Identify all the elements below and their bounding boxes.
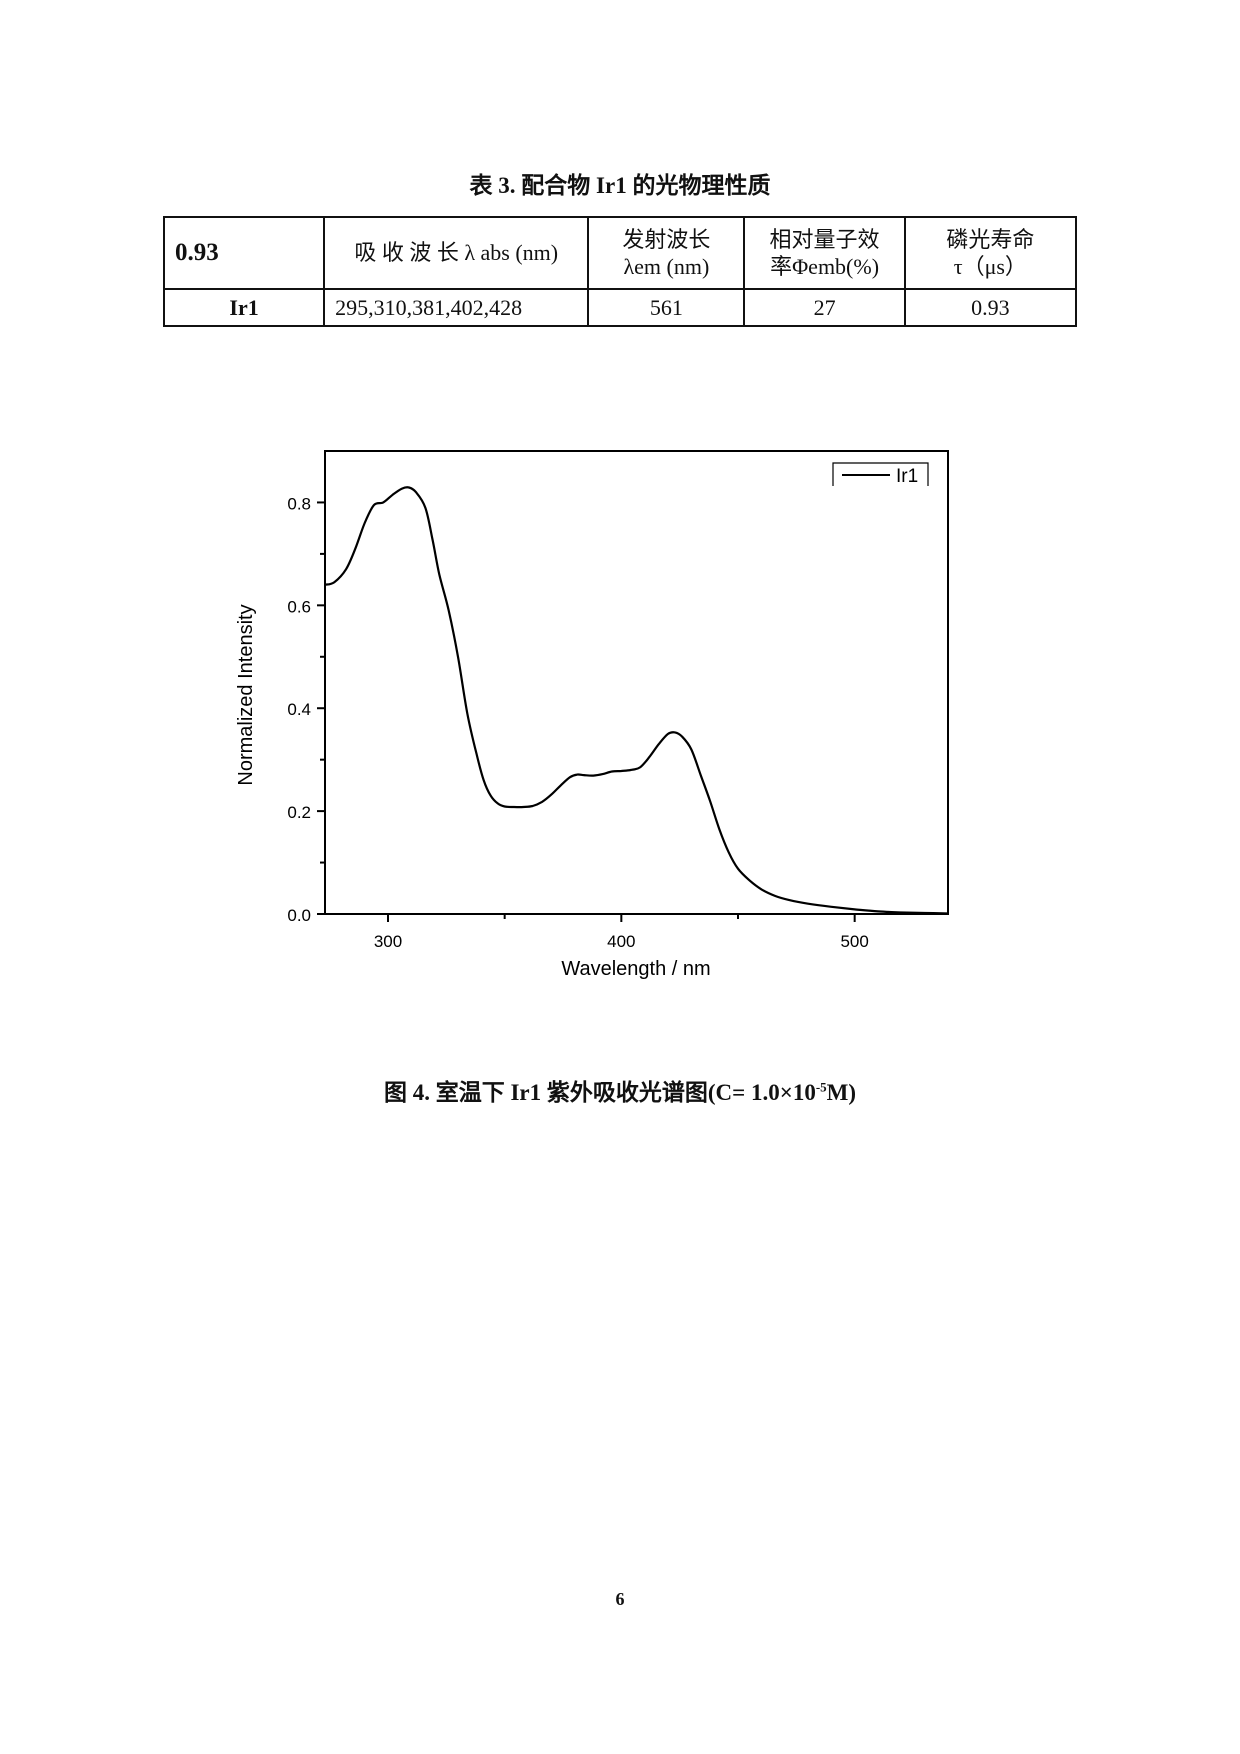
page-number: 6 [615, 1589, 625, 1609]
legend: Ir1 [832, 462, 929, 487]
table-cell-compound: Ir1 [162, 288, 326, 327]
caption-exponent: -5 [815, 1079, 827, 1095]
header-text: 磷光寿命 [946, 226, 1035, 252]
table-header-row: 0.93 吸 收 波 长 λ abs (nm) 发射波长 λem (nm) 相对量… [162, 216, 1078, 290]
table-row: Ir1 295,310,381,402,428 561 27 0.93 [162, 288, 1078, 327]
x-axis-label: Wavelength / nm [561, 958, 710, 980]
header-text: 0.93 [175, 239, 219, 267]
table-cell-absorption: 295,310,381,402,428 [323, 288, 590, 327]
ir1-absorption-curve [324, 486, 949, 915]
header-cell-emission: 发射波长 λem (nm) [587, 216, 746, 290]
table-title: 表 3. 配合物 Ir1 的光物理性质 [469, 173, 771, 198]
header-text: 相对量子效 [769, 226, 880, 252]
header-subtext: λem (nm) [623, 254, 710, 279]
header-cell-quantum-yield: 相对量子效 率Φemb(%) [743, 216, 906, 290]
caption-end: M) [826, 1080, 857, 1105]
header-subtext: τ（μs） [953, 254, 1027, 279]
header-text: 发射波长 [622, 226, 711, 252]
legend-label: Ir1 [896, 466, 918, 487]
photophysical-properties-table: 0.93 吸 收 波 长 λ abs (nm) 发射波长 λem (nm) 相对量… [162, 216, 1078, 327]
plot-frame [324, 450, 949, 915]
x-tick-label: 500 [840, 932, 868, 951]
x-axis-ticks: 300 400 500 [374, 914, 869, 951]
y-tick-label: 0.0 [287, 906, 311, 925]
x-tick-label: 300 [374, 932, 402, 951]
header-subtext: 率Φemb(%) [770, 254, 880, 279]
y-tick-label: 0.4 [287, 700, 311, 719]
table-cell-lifetime: 0.93 [903, 288, 1078, 327]
header-text: 吸 收 波 长 λ abs (nm) [354, 240, 559, 266]
header-cell-lifetime: 磷光寿命 τ（μs） [903, 216, 1078, 290]
y-axis-ticks: 0.0 0.2 0.4 0.6 0.8 [287, 494, 325, 925]
x-tick-label: 400 [607, 932, 635, 951]
header-cell-0: 0.93 [162, 216, 326, 290]
table-cell-emission: 561 [587, 288, 746, 327]
y-tick-label: 0.6 [287, 597, 311, 616]
table-cell-quantum-yield: 27 [743, 288, 906, 327]
y-axis-label: Normalized Intensity [235, 604, 257, 785]
y-tick-label: 0.8 [287, 494, 311, 513]
header-cell-absorption: 吸 收 波 长 λ abs (nm) [323, 216, 590, 290]
figure-caption: 图 4. 室温下 Ir1 紫外吸收光谱图(C= 1.0×10-5M) [0, 1073, 1240, 1107]
uv-absorption-chart: 0.0 0.2 0.4 0.6 0.8 300 400 500 Ir1 Wavelength… [235, 450, 949, 980]
y-tick-label: 0.2 [287, 803, 311, 822]
caption-text: 图 4. 室温下 Ir1 紫外吸收光谱图(C= 1.0×10 [383, 1080, 816, 1105]
